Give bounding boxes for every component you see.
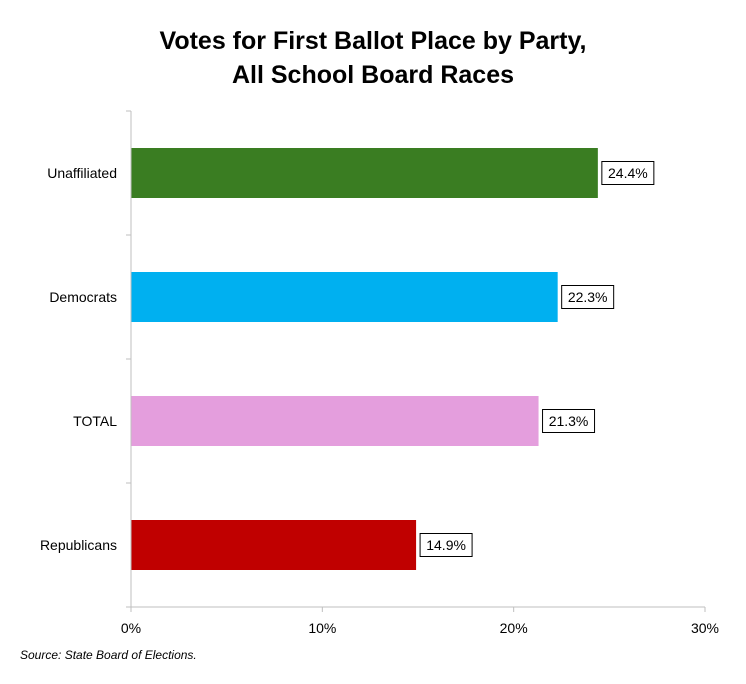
data-label: 21.3% bbox=[549, 413, 589, 429]
bar bbox=[131, 396, 539, 446]
category-label: Democrats bbox=[49, 289, 117, 305]
x-tick-label: 30% bbox=[691, 620, 719, 636]
data-label: 22.3% bbox=[568, 289, 608, 305]
bar bbox=[131, 272, 558, 322]
chart-title-line-1: Votes for First Ballot Place by Party, bbox=[159, 27, 587, 55]
data-label-box bbox=[419, 533, 473, 557]
bar bbox=[131, 148, 598, 198]
x-tick-label: 10% bbox=[308, 620, 336, 636]
data-label: 24.4% bbox=[608, 165, 648, 181]
x-tick-label: 20% bbox=[500, 620, 528, 636]
category-label: Unaffiliated bbox=[47, 165, 117, 181]
chart-title-line-2: All School Board Races bbox=[231, 61, 515, 89]
data-label-box bbox=[542, 409, 596, 433]
bar bbox=[131, 520, 417, 570]
category-label: TOTAL bbox=[73, 413, 117, 429]
data-label: 14.9% bbox=[426, 537, 466, 553]
chart-title: Votes for First Ballot Place by Party, A… bbox=[0, 24, 746, 92]
data-label-box bbox=[601, 161, 655, 185]
x-tick-label: 0% bbox=[121, 620, 141, 636]
data-label-box bbox=[561, 285, 615, 309]
source-note: Source: State Board of Elections. bbox=[20, 648, 197, 662]
category-label: Republicans bbox=[40, 537, 117, 553]
